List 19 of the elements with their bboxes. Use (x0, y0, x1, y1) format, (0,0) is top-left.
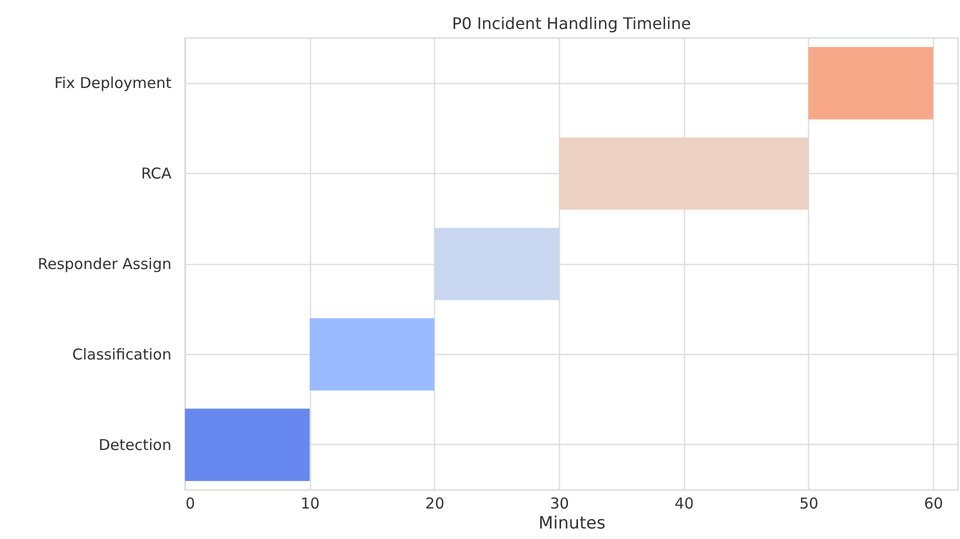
x-tick-label: 40 (674, 494, 694, 512)
x-axis-title: Minutes (538, 514, 606, 534)
y-tick-label: RCA (141, 164, 172, 183)
x-tick-label: 30 (550, 494, 570, 512)
chart-title: P0 Incident Handling Timeline (452, 14, 691, 33)
x-tick-label: 20 (425, 494, 444, 512)
bar (559, 137, 808, 210)
bar (434, 228, 560, 300)
bar (185, 408, 310, 481)
x-tick-label: 60 (924, 494, 944, 512)
y-tick-label: Detection (98, 436, 172, 454)
y-tick-label: Responder Assign (38, 255, 172, 273)
y-tick-label: Fix Deployment (54, 74, 172, 92)
x-tick-label: 0 (186, 494, 196, 512)
y-tick-label: Classification (72, 345, 172, 364)
bar (310, 318, 434, 391)
x-tick-label: 10 (300, 494, 320, 512)
x-tick-label: 50 (799, 494, 818, 512)
bar (808, 47, 934, 120)
